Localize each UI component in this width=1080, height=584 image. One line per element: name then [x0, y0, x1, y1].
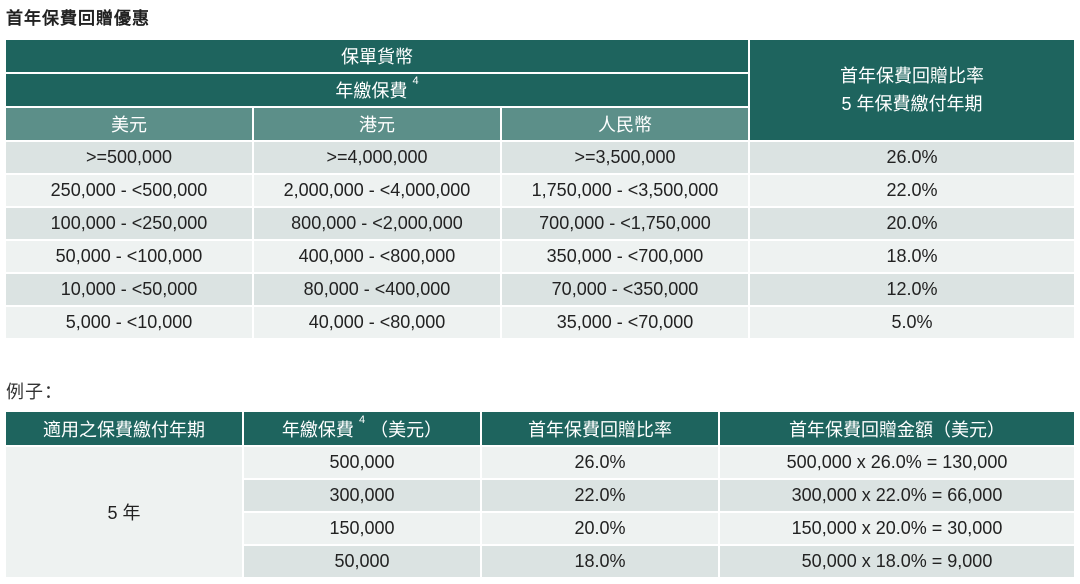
table-cell: 500,000 x 26.0% = 130,000 [720, 447, 1074, 478]
table-cell: 20.0% [482, 513, 718, 544]
rebate-rate-table: 保單貨幣 首年保費回贈比率 5 年保費繳付年期 年繳保費 4 美元 港元 人民幣… [4, 38, 1076, 340]
example-table: 適用之保費繳付年期 年繳保費 4 （美元） 首年保費回贈比率 首年保費回贈金額（… [4, 410, 1076, 579]
example-label: 例子： [6, 382, 63, 402]
table-cell: 350,000 - <700,000 [502, 241, 748, 272]
table-row: 250,000 - <500,000 2,000,000 - <4,000,000… [6, 175, 1074, 206]
table-cell: 300,000 x 22.0% = 66,000 [720, 480, 1074, 511]
table-row: 50,000 - <100,000 400,000 - <800,000 350,0… [6, 241, 1074, 272]
table-cell: 150,000 x 20.0% = 30,000 [720, 513, 1074, 544]
table-cell: 80,000 - <400,000 [254, 274, 500, 305]
annual-premium-header: 年繳保費 4 [6, 74, 748, 106]
table-cell: 22.0% [750, 175, 1074, 206]
table-row: 100,000 - <250,000 800,000 - <2,000,000 70… [6, 208, 1074, 239]
example-rate-header: 首年保費回贈比率 [482, 412, 718, 445]
rebate-rate-header-line2: 5 年保費繳付年期 [841, 94, 983, 114]
annual-premium-label: 年繳保費 [335, 81, 408, 101]
table-cell: 70,000 - <350,000 [502, 274, 748, 305]
example-premium-header: 年繳保費 4 （美元） [244, 412, 480, 445]
currency-rmb-header: 人民幣 [502, 108, 748, 140]
table-row: 10,000 - <50,000 80,000 - <400,000 70,000 … [6, 274, 1074, 305]
table-cell: 26.0% [482, 447, 718, 478]
table-cell: 100,000 - <250,000 [6, 208, 252, 239]
table-cell: 400,000 - <800,000 [254, 241, 500, 272]
footnote-marker: 4 [358, 413, 366, 426]
table-cell: 18.0% [482, 546, 718, 577]
table-cell: 250,000 - <500,000 [6, 175, 252, 206]
table-cell: 12.0% [750, 274, 1074, 305]
table-row: 150,000 20.0% 150,000 x 20.0% = 30,000 [6, 513, 1074, 544]
table-cell: 150,000 [244, 513, 480, 544]
period-header: 適用之保費繳付年期 [6, 412, 242, 445]
rebate-rate-header: 首年保費回贈比率 5 年保費繳付年期 [750, 40, 1074, 140]
table-cell: 22.0% [482, 480, 718, 511]
table-cell: 18.0% [750, 241, 1074, 272]
rebate-rate-header-line1: 首年保費回贈比率 [840, 66, 984, 86]
table-cell: 10,000 - <50,000 [6, 274, 252, 305]
table-row: 50,000 18.0% 50,000 x 18.0% = 9,000 [6, 546, 1074, 577]
table-cell: 700,000 - <1,750,000 [502, 208, 748, 239]
table-cell: 26.0% [750, 142, 1074, 173]
table-cell: 800,000 - <2,000,000 [254, 208, 500, 239]
table-row: 300,000 22.0% 300,000 x 22.0% = 66,000 [6, 480, 1074, 511]
table-cell: 5.0% [750, 307, 1074, 338]
footnote-marker: 4 [412, 75, 419, 87]
table-cell: 50,000 [244, 546, 480, 577]
table-cell: 300,000 [244, 480, 480, 511]
table-cell: 40,000 - <80,000 [254, 307, 500, 338]
table-cell: 500,000 [244, 447, 480, 478]
table-cell: 1,750,000 - <3,500,000 [502, 175, 748, 206]
table-cell: 50,000 x 18.0% = 9,000 [720, 546, 1074, 577]
table-cell: >=4,000,000 [254, 142, 500, 173]
currency-usd-header: 美元 [6, 108, 252, 140]
example-premium-unit: （美元） [370, 419, 443, 440]
table-cell: >=3,500,000 [502, 142, 748, 173]
example-amount-header: 首年保費回贈金額（美元） [720, 412, 1074, 445]
table-cell: 20.0% [750, 208, 1074, 239]
table-row: 5,000 - <10,000 40,000 - <80,000 35,000 - … [6, 307, 1074, 338]
policy-currency-header: 保單貨幣 [6, 40, 748, 72]
currency-hkd-header: 港元 [254, 108, 500, 140]
table-cell: 35,000 - <70,000 [502, 307, 748, 338]
table-row: 5 年 500,000 26.0% 500,000 x 26.0% = 130,000 [6, 447, 1074, 577]
period-cell: 5 年 [6, 447, 242, 577]
example-premium-label: 年繳保費 [281, 419, 354, 440]
table-cell: 5,000 - <10,000 [6, 307, 252, 338]
table-cell: 2,000,000 - <4,000,000 [254, 175, 500, 206]
table-cell: >=500,000 [6, 142, 252, 173]
table-row: >=500,000 >=4,000,000 >=3,500,000 26.0% [6, 142, 1074, 173]
table-cell: 50,000 - <100,000 [6, 241, 252, 272]
page-title: 首年保費回贈優惠 [6, 9, 150, 28]
